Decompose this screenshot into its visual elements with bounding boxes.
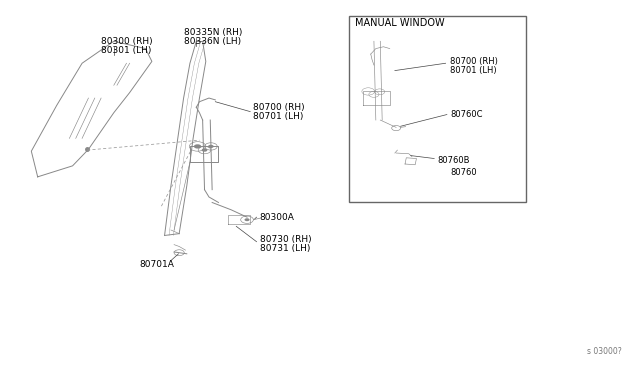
Text: 80700 (RH): 80700 (RH) [253,103,305,112]
Text: 80300A: 80300A [260,213,294,222]
Text: 80336N (LH): 80336N (LH) [184,38,241,46]
Text: 80701A: 80701A [139,260,174,269]
Text: 80760: 80760 [450,167,477,177]
Text: 80300 (RH): 80300 (RH) [101,37,153,46]
Text: 80700 (RH): 80700 (RH) [450,57,498,66]
Bar [349,16,526,202]
Circle shape [194,144,201,148]
Circle shape [208,145,214,148]
Text: 80731 (LH): 80731 (LH) [260,244,310,253]
Text: 80760B: 80760B [437,156,470,165]
Text: 80701 (LH): 80701 (LH) [450,66,497,75]
Text: 80301 (LH): 80301 (LH) [101,46,152,55]
Text: 80335N (RH): 80335N (RH) [184,28,242,37]
Text: MANUAL WINDOW: MANUAL WINDOW [355,18,445,28]
Circle shape [244,218,250,221]
Text: 80730 (RH): 80730 (RH) [260,235,311,244]
Text: 80701 (LH): 80701 (LH) [253,112,304,121]
Text: s 03000?: s 03000? [587,347,621,356]
Circle shape [202,148,207,152]
Text: 80760C: 80760C [450,110,483,119]
